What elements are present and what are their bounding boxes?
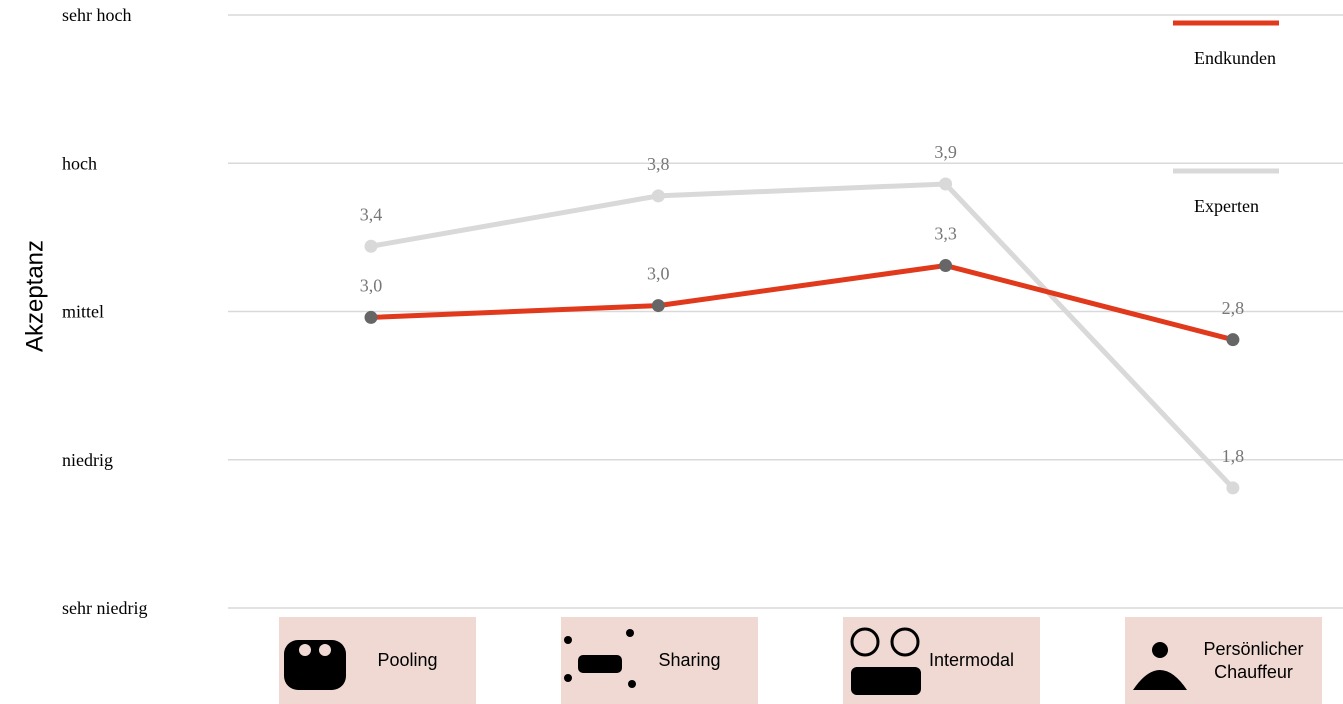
value-label: 1,8 bbox=[1222, 446, 1245, 466]
value-label: 3,3 bbox=[934, 224, 957, 244]
marker bbox=[651, 189, 665, 203]
value-label: 3,0 bbox=[360, 276, 383, 296]
y-tick-label: hoch bbox=[62, 153, 97, 173]
marker bbox=[939, 259, 953, 273]
x-tick-label: Sharing bbox=[658, 650, 721, 671]
value-label: 3,8 bbox=[647, 154, 670, 174]
legend-label: Endkunden bbox=[1194, 48, 1276, 68]
category-label-box: Sharing bbox=[658, 650, 721, 671]
icons bbox=[284, 627, 1187, 695]
x-tick-label: Pooling bbox=[377, 650, 438, 671]
value-label: 2,8 bbox=[1222, 298, 1245, 318]
category-label-box: Intermodal bbox=[928, 650, 1015, 671]
y-tick-label: sehr hoch bbox=[62, 5, 131, 25]
y-tick-label: niedrig bbox=[62, 450, 113, 470]
x-tick-label: Intermodal bbox=[928, 650, 1015, 671]
marker bbox=[651, 299, 665, 313]
value-label: 3,0 bbox=[647, 264, 670, 284]
value-label: 3,4 bbox=[360, 204, 383, 224]
series-line bbox=[370, 262, 1234, 343]
y-tick-label: sehr niedrig bbox=[62, 598, 147, 618]
category-label-box: Pooling bbox=[377, 650, 438, 671]
marker bbox=[364, 239, 378, 253]
marker bbox=[1226, 481, 1240, 495]
category-label-box: Persönlicher Chauffeur bbox=[1203, 639, 1304, 682]
marker bbox=[364, 310, 378, 324]
legend-label: Experten bbox=[1194, 196, 1259, 216]
x-tick-label: Persönlicher Chauffeur bbox=[1203, 639, 1304, 682]
series-line bbox=[370, 181, 1235, 490]
y-tick-label: mittel bbox=[62, 302, 104, 322]
y-axis-title: Akzeptanz bbox=[21, 240, 48, 352]
marker bbox=[939, 177, 953, 191]
marker bbox=[1226, 333, 1240, 347]
value-label: 3,9 bbox=[934, 142, 957, 162]
